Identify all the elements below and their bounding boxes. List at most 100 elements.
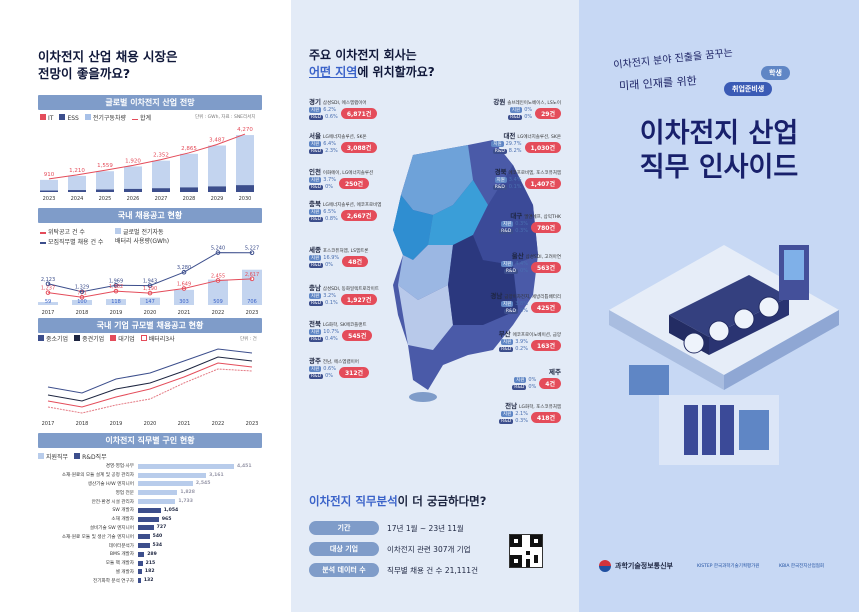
job-label: BMS 개발자 — [109, 552, 134, 558]
global-total-label: 3,487 — [209, 138, 225, 144]
job-row: 셀 개발자 182 — [20, 568, 280, 577]
job-bar — [138, 481, 193, 487]
region-울산: 울산 삼성SDI, 고려아연 지원 4.4% R&D 0% 563건 — [500, 252, 561, 274]
global-total-label: 4,270 — [237, 127, 253, 133]
badge-jobseeker: 취업준비생 — [724, 82, 773, 96]
job-bar — [138, 499, 176, 505]
jobs-title: 이차전지 직무별 구인 현황 — [38, 433, 262, 448]
map-headline: 주요 이차전지 회사는 어떤 지역에 위치할까요? — [309, 48, 435, 79]
global-total-label: 910 — [44, 172, 55, 178]
global-total-label: 1,210 — [69, 168, 85, 174]
job-label: 경영·영업·사무 — [105, 464, 134, 470]
global-bar-2028 — [180, 153, 198, 192]
job-value: 1,733 — [178, 499, 193, 505]
global-total-label: 1,559 — [97, 163, 113, 169]
footer-question: 이차전지 직무분석이 더 궁금하다면? — [309, 494, 487, 508]
global-bar-ess-2028 — [180, 187, 198, 192]
global-bar-ess-2025 — [96, 189, 114, 192]
job-row: 데이터분석가 534 — [20, 541, 280, 550]
job-label: 설비기술 SW 엔지니어 — [89, 525, 134, 531]
job-bar — [138, 551, 145, 557]
footer-info: 기간 17년 1월 ~ 23년 11월 대상 기업 이차전지 관련 307개 기업 … — [309, 521, 569, 584]
domestic-point-label: 1,382 — [109, 284, 123, 290]
job-label: SW 개발자 — [112, 508, 134, 514]
size-chart: 2017 2018 2019 2020 2021 2022 2023 — [42, 348, 258, 427]
domestic-year-label: 2018 — [76, 310, 89, 316]
job-value: 2,545 — [195, 481, 211, 487]
domestic-point-label: 1,943 — [143, 279, 157, 285]
job-value: 540 — [152, 534, 163, 540]
global-legend: IT ESS 전기구동차량 합계 — [40, 113, 151, 122]
org-ministry: 과학기술정보통신부 — [599, 560, 673, 572]
global-bar-2027 — [152, 160, 170, 192]
global-year-label: 2025 — [99, 196, 112, 202]
global-bar-ess-2030 — [236, 185, 254, 192]
job-row: 소재·원료 모듈 및 생산 기술 엔지니어 540 — [20, 532, 280, 541]
domestic-point-label: 1,190 — [143, 286, 157, 292]
region-서울: 서울 LG에너지솔루션, SK온 지원 6.4% R&D 2.3% 3,088건 — [309, 130, 393, 154]
domestic-point-label: 1,649 — [177, 282, 191, 288]
job-label: 전기화학 분석 연구자 — [93, 578, 134, 584]
job-bar — [138, 490, 178, 496]
domestic-bar-2022 — [208, 279, 228, 305]
job-row: 모듈 팩 개발자 215 — [20, 559, 280, 568]
job-bar — [138, 543, 150, 549]
domestic-line2 — [47, 252, 253, 293]
size-year-label: 2019 — [110, 421, 123, 427]
taegeuk-icon — [599, 560, 611, 572]
global-chart: 910 2023 1,210 2024 1,559 2025 1,920 2026 2,352 2… — [40, 127, 254, 202]
domestic-legend-bar: 글로벌 전기자동 배터리 사용량(GWh) — [115, 228, 170, 245]
job-value: 534 — [152, 543, 163, 549]
job-bar — [138, 472, 207, 478]
size-year-label: 2022 — [212, 421, 225, 427]
region-제주: 제주 지원 0% R&D 0% 4건 — [512, 368, 561, 390]
domestic-point-label: 5,227 — [245, 246, 259, 252]
domestic-year-label: 2023 — [246, 310, 259, 316]
global-bar-2025 — [96, 171, 114, 192]
job-value: 132 — [143, 578, 154, 584]
job-label: 소재 개발자 — [111, 517, 134, 523]
size-title: 국내 기업 규모별 채용공고 현황 — [38, 318, 262, 333]
middle-panel: 주요 이차전지 회사는 어떤 지역에 위치할까요? 경기 삼성SDI, 에스엠랩… — [291, 0, 579, 612]
region-대구: 대구 엘앤에프, 삼익THK 지원 0.3% R&D 0.3% 780건 — [499, 212, 561, 234]
global-bar-ess-2029 — [208, 186, 226, 192]
job-bar — [138, 534, 150, 540]
global-year-label: 2023 — [43, 196, 56, 202]
qr-code-icon[interactable] — [509, 534, 543, 568]
job-value: 3,161 — [209, 472, 224, 478]
job-value: 727 — [156, 525, 167, 531]
job-bar — [138, 560, 143, 566]
region-광주: 광주 전남, 에스엠랩이어 지원 0.6% R&D 0% 312건 — [309, 355, 393, 379]
domestic-bar-2019 — [106, 299, 126, 305]
region-경남: 경남 금양이차전지, 세방리튬배터리 지원 3.8% R&D 0% 425건 — [490, 292, 561, 314]
job-bar — [138, 463, 234, 469]
global-unit: 단위 : GWh, 자료 : SNE리서치 — [195, 115, 256, 120]
job-value: 965 — [161, 516, 172, 522]
job-bar — [138, 569, 142, 575]
size-line-1 — [47, 356, 253, 402]
domestic-year-label: 2021 — [178, 310, 191, 316]
job-label: 모듈 팩 개발자 — [105, 561, 134, 567]
global-year-label: 2028 — [183, 196, 196, 202]
domestic-line1 — [47, 278, 253, 298]
job-label: 안전·환경 시설 관리자 — [91, 499, 134, 505]
job-value: 215 — [145, 560, 156, 566]
global-bar-2024 — [68, 175, 86, 192]
job-label: 소재·원료의 모듈 설계 및 공정 관리자 — [61, 473, 134, 479]
region-강원: 강원 솔브레인이노베이스, LS노이 지원 0% R&D 0% 29건 — [493, 98, 561, 120]
region-경기: 경기 삼성SDI, 에스엠랩이어 지원 6.2% R&D 0.6% 6,871건 — [309, 96, 393, 120]
domestic-bar-label: 59 — [45, 299, 51, 305]
korea-map — [393, 140, 538, 402]
region-세종: 세종 포스코퓨처엠, LS엠트론 지원 16.9% R&D 0% 48건 — [309, 246, 369, 268]
job-row: 경영·영업·사무 4,451 — [20, 462, 280, 471]
footer-row-period: 기간 17년 1월 ~ 23년 11월 — [309, 521, 569, 535]
global-total-line — [48, 133, 246, 180]
job-row: 생산기술 H/W 엔지니어 2,545 — [20, 480, 280, 489]
size-year-label: 2021 — [178, 421, 191, 427]
domestic-bar-2021 — [174, 289, 194, 305]
job-row: BMS 개발자 289 — [20, 550, 280, 559]
badge-student: 학생 — [761, 66, 790, 80]
global-outlook-title: 글로벌 이차전지 산업 전망 — [38, 95, 262, 110]
global-bar-ess-2023 — [40, 190, 58, 192]
domestic-point-label: 1,329 — [75, 285, 89, 291]
